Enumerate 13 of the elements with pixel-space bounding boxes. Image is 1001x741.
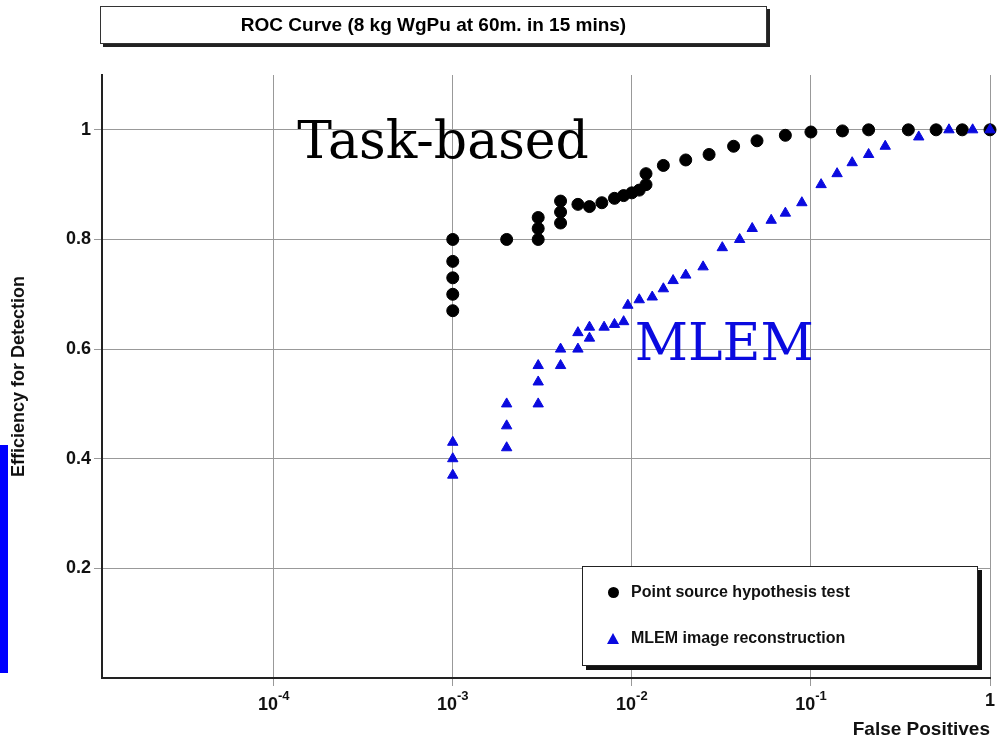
y-tick-label: 1 <box>80 118 91 139</box>
y-axis-title: Efficiency for Detection <box>7 275 28 478</box>
y-tick-label: 0.2 <box>65 557 91 578</box>
legend-label: MLEM image reconstruction <box>631 629 846 647</box>
y-tick-label: 0.6 <box>65 338 91 359</box>
annotation: MLEM <box>634 312 814 373</box>
x-axis-title: False Positives <box>852 717 990 739</box>
annotation: Task-based <box>297 110 589 171</box>
chart-title: ROC Curve (8 kg WgPu at 60m. in 15 mins) <box>100 6 767 44</box>
x-tick-label: 1 <box>984 689 996 710</box>
legend-label: Point source hypothesis test <box>631 583 850 601</box>
y-tick-label: 0.8 <box>65 228 91 249</box>
y-tick-label: 0.4 <box>65 447 91 468</box>
